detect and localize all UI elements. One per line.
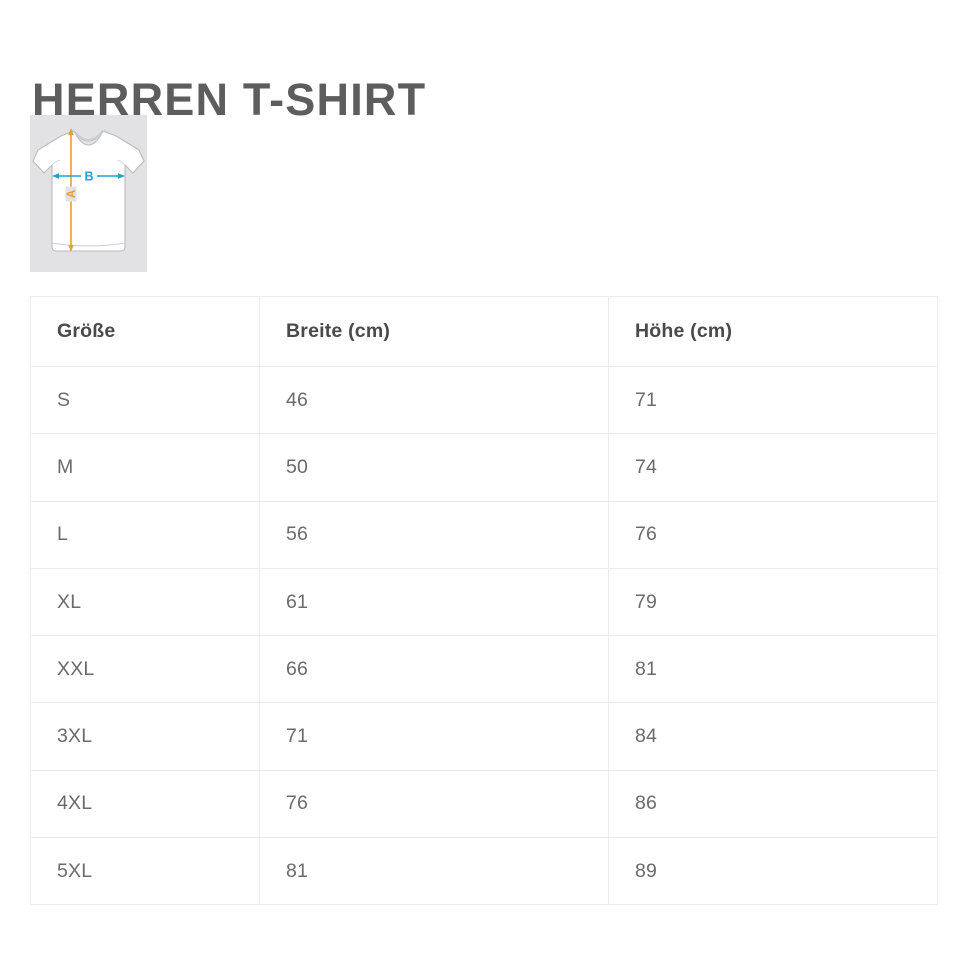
cell-size: 5XL — [30, 837, 260, 906]
cell-width: 56 — [259, 500, 609, 569]
column-header-height: Höhe (cm) — [608, 296, 938, 367]
cell-size: L — [30, 500, 260, 569]
cell-height: 81 — [608, 635, 938, 704]
cell-height: 76 — [608, 500, 938, 569]
cell-width: 81 — [259, 837, 609, 906]
cell-height: 71 — [608, 365, 938, 435]
height-measure-arrow: A — [65, 128, 78, 252]
height-label: A — [66, 190, 78, 198]
table-row: 4XL 76 86 — [30, 769, 938, 839]
cell-size: XXL — [30, 635, 260, 704]
table-row: XXL 66 81 — [30, 635, 938, 704]
size-table-body: S 46 71 M 50 74 L 56 76 XL 61 79 — [30, 365, 938, 906]
column-header-width: Breite (cm) — [259, 296, 609, 367]
cell-height: 74 — [608, 433, 938, 502]
cell-height: 86 — [608, 769, 938, 839]
width-label: B — [84, 170, 93, 184]
cell-size: S — [30, 365, 260, 435]
cell-width: 71 — [259, 702, 609, 771]
cell-height: 79 — [608, 567, 938, 637]
table-header-row: Größe Breite (cm) Höhe (cm) — [30, 296, 938, 367]
tshirt-icon — [32, 129, 145, 252]
table-row: M 50 74 — [30, 433, 938, 502]
cell-width: 76 — [259, 769, 609, 839]
cell-size: 3XL — [30, 702, 260, 771]
cell-size: M — [30, 433, 260, 502]
table-row: L 56 76 — [30, 500, 938, 569]
size-table-container: Größe Breite (cm) Höhe (cm) S 46 71 M 50… — [30, 296, 938, 906]
table-row: XL 61 79 — [30, 567, 938, 637]
cell-width: 61 — [259, 567, 609, 637]
cell-width: 50 — [259, 433, 609, 502]
cell-size: XL — [30, 567, 260, 637]
table-row: 3XL 71 84 — [30, 702, 938, 771]
cell-size: 4XL — [30, 769, 260, 839]
column-header-size: Größe — [30, 296, 260, 367]
tshirt-diagram: A B — [30, 115, 147, 272]
cell-width: 46 — [259, 365, 609, 435]
cell-height: 89 — [608, 837, 938, 906]
table-row: S 46 71 — [30, 365, 938, 435]
width-measure-arrow: B — [52, 169, 125, 184]
cell-height: 84 — [608, 702, 938, 771]
size-table: Größe Breite (cm) Höhe (cm) S 46 71 M 50… — [30, 296, 938, 906]
size-table-head: Größe Breite (cm) Höhe (cm) — [30, 296, 938, 367]
tshirt-diagram-svg: A B — [32, 128, 145, 252]
cell-width: 66 — [259, 635, 609, 704]
table-row: 5XL 81 89 — [30, 837, 938, 906]
